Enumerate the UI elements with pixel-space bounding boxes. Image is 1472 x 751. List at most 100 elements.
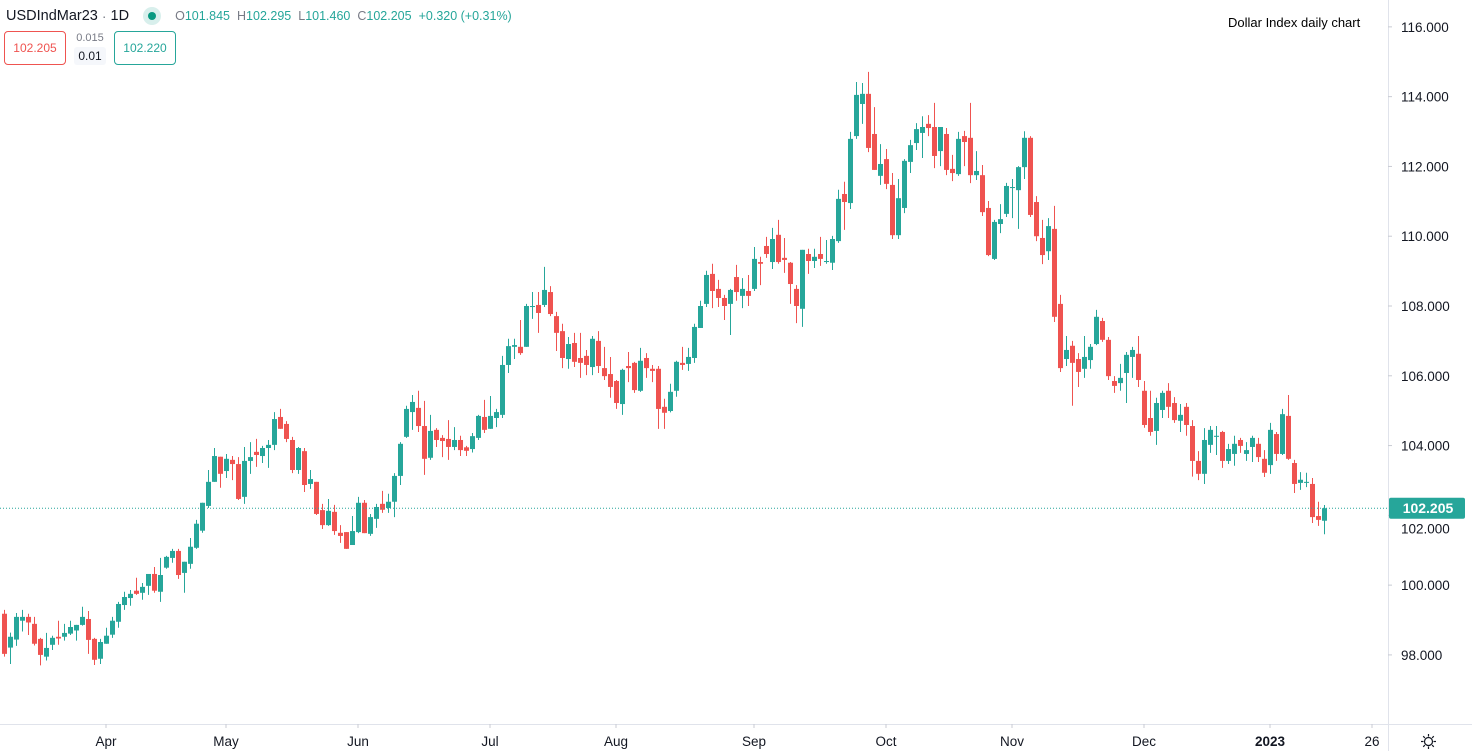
candle-body bbox=[134, 590, 139, 594]
candle bbox=[566, 337, 571, 369]
buy-button[interactable]: 102.220 bbox=[114, 31, 176, 65]
candle bbox=[1268, 422, 1273, 474]
candle-body bbox=[278, 416, 283, 429]
candle bbox=[1298, 472, 1303, 490]
candle-body bbox=[1124, 354, 1129, 373]
candle-body bbox=[980, 175, 985, 213]
candle bbox=[152, 566, 157, 593]
candle-body bbox=[464, 447, 469, 451]
candle-body bbox=[1316, 516, 1321, 520]
candle bbox=[974, 151, 979, 181]
candle-body bbox=[308, 479, 313, 484]
candle-body bbox=[728, 289, 733, 304]
candle-body bbox=[314, 481, 319, 514]
interval[interactable]: 1D bbox=[110, 8, 130, 24]
candle-body bbox=[296, 448, 301, 470]
candle bbox=[1208, 426, 1213, 453]
candle-body bbox=[476, 415, 481, 438]
candle-body bbox=[1268, 429, 1273, 466]
candle bbox=[470, 433, 475, 453]
candle bbox=[944, 128, 949, 176]
y-tick-label: 100.000 bbox=[1401, 578, 1450, 593]
candle-body bbox=[350, 531, 355, 546]
candle bbox=[38, 637, 43, 666]
time-axis[interactable]: Apr May Jun Jul Aug Sep Oct Nov Dec 2023 26 bbox=[95, 724, 1380, 749]
candle bbox=[602, 346, 607, 380]
x-tick-label: May bbox=[213, 734, 239, 749]
candle-body bbox=[1226, 449, 1231, 461]
candle bbox=[212, 448, 217, 482]
candle-body bbox=[20, 616, 25, 621]
market-status-icon[interactable] bbox=[143, 7, 162, 25]
candle-body bbox=[326, 510, 331, 526]
x-tick-label: Dec bbox=[1132, 734, 1156, 749]
chart-title: Dollar Index daily chart bbox=[1228, 15, 1361, 30]
status-dot bbox=[148, 12, 157, 20]
gear-icon[interactable] bbox=[1420, 733, 1437, 750]
candle bbox=[1148, 390, 1153, 436]
candle bbox=[284, 421, 289, 443]
candle-body bbox=[548, 292, 553, 315]
candle-body bbox=[950, 168, 955, 174]
candle-body bbox=[902, 160, 907, 208]
candle bbox=[632, 361, 637, 393]
candle-body bbox=[380, 503, 385, 510]
candle-body bbox=[194, 523, 199, 548]
candle bbox=[1292, 459, 1297, 494]
candle-body bbox=[830, 239, 835, 263]
candle bbox=[218, 456, 223, 488]
candle bbox=[8, 632, 13, 664]
candle bbox=[932, 102, 937, 169]
candle bbox=[1112, 376, 1117, 393]
candle bbox=[950, 154, 955, 182]
candle-body bbox=[512, 345, 517, 347]
candle-body bbox=[878, 163, 883, 176]
candle bbox=[176, 548, 181, 579]
candle bbox=[740, 278, 745, 309]
candle bbox=[56, 620, 61, 645]
candle-body bbox=[656, 368, 661, 409]
candle-body bbox=[1100, 321, 1105, 340]
candle-body bbox=[590, 338, 595, 368]
candle bbox=[590, 336, 595, 376]
candle-body bbox=[806, 254, 811, 261]
candle-body bbox=[908, 145, 913, 162]
candle-body bbox=[1016, 167, 1021, 191]
candle bbox=[1040, 219, 1045, 265]
candle-body bbox=[614, 381, 619, 403]
candle-body bbox=[158, 575, 163, 592]
candle bbox=[1220, 430, 1225, 468]
candle bbox=[68, 620, 73, 636]
candle-body bbox=[44, 647, 49, 657]
candle bbox=[878, 144, 883, 185]
candle bbox=[62, 623, 67, 641]
candle bbox=[206, 469, 211, 509]
candle-body bbox=[1142, 390, 1147, 425]
candle-body bbox=[1202, 439, 1207, 474]
candle bbox=[902, 159, 907, 214]
candle bbox=[920, 116, 925, 159]
candle-body bbox=[86, 618, 91, 640]
candle bbox=[476, 414, 481, 440]
candles-layer bbox=[2, 71, 1327, 666]
candle bbox=[1322, 505, 1327, 535]
candle-body bbox=[338, 532, 343, 536]
candle-body bbox=[566, 344, 571, 360]
candle-body bbox=[530, 305, 535, 308]
candle-body bbox=[302, 451, 307, 485]
candle bbox=[446, 420, 451, 460]
candle bbox=[938, 127, 943, 167]
candle bbox=[680, 346, 685, 370]
separator: · bbox=[101, 8, 107, 24]
symbol-name[interactable]: USDIndMar23 bbox=[6, 8, 98, 24]
price-axis[interactable]: 116.000 114.000 112.000 110.000 108.000 106.0… bbox=[1388, 20, 1450, 663]
candle-body bbox=[452, 439, 457, 447]
y-tick-label: 112.000 bbox=[1401, 159, 1449, 174]
candle-body bbox=[362, 502, 367, 534]
candle bbox=[1100, 317, 1105, 342]
candle-body bbox=[842, 193, 847, 203]
sell-button[interactable]: 102.205 bbox=[4, 31, 66, 65]
candle-body bbox=[638, 360, 643, 391]
candle bbox=[962, 130, 967, 167]
